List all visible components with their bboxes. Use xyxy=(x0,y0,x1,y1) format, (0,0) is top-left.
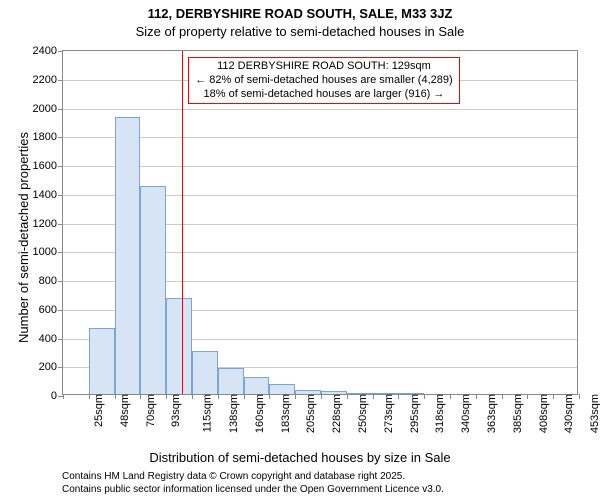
xtick-mark xyxy=(424,394,425,399)
ytick-label: 2400 xyxy=(33,45,63,57)
xtick-label: 453sqm xyxy=(583,394,600,433)
ytick-label: 400 xyxy=(39,333,63,345)
xtick-label: 205sqm xyxy=(300,394,318,433)
ytick-label: 1800 xyxy=(33,131,63,143)
xtick-mark xyxy=(321,394,322,399)
x-axis-label: Distribution of semi-detached houses by … xyxy=(0,450,600,465)
footer-line-1: Contains HM Land Registry data © Crown c… xyxy=(62,470,444,483)
ytick-label: 2000 xyxy=(33,103,63,115)
xtick-mark xyxy=(244,394,245,399)
xtick-mark xyxy=(218,394,219,399)
xtick-label: 408sqm xyxy=(532,394,550,433)
histogram-bar xyxy=(192,351,218,394)
xtick-label: 430sqm xyxy=(558,394,576,433)
chart-subtitle: Size of property relative to semi-detach… xyxy=(0,24,600,39)
xtick-mark xyxy=(269,394,270,399)
xtick-mark xyxy=(63,394,64,399)
xtick-mark xyxy=(347,394,348,399)
ytick-label: 2200 xyxy=(33,74,63,86)
ytick-label: 1400 xyxy=(33,189,63,201)
histogram-bar xyxy=(89,328,115,394)
plot-area: 0200400600800100012001400160018002000220… xyxy=(62,50,578,395)
ytick-label: 800 xyxy=(39,275,63,287)
histogram-bar xyxy=(269,384,295,394)
ytick-label: 1200 xyxy=(33,218,63,230)
xtick-mark xyxy=(527,394,528,399)
histogram-bar xyxy=(140,186,166,394)
ytick-label: 200 xyxy=(39,361,63,373)
xtick-label: 228sqm xyxy=(325,394,343,433)
xtick-label: 183sqm xyxy=(274,394,292,433)
xtick-mark xyxy=(166,394,167,399)
xtick-label: 115sqm xyxy=(196,394,214,432)
histogram-bar xyxy=(218,368,244,394)
ytick-label: 600 xyxy=(39,304,63,316)
xtick-label: 138sqm xyxy=(222,394,240,433)
chart-title: 112, DERBYSHIRE ROAD SOUTH, SALE, M33 3J… xyxy=(0,6,600,21)
xtick-label: 295sqm xyxy=(403,394,421,433)
ytick-label: 1600 xyxy=(33,160,63,172)
annotation-line-1: 112 DERBYSHIRE ROAD SOUTH: 129sqm xyxy=(195,60,452,74)
histogram-bar xyxy=(166,298,192,394)
xtick-mark xyxy=(295,394,296,399)
gridline-h xyxy=(63,109,577,110)
annotation-line-2: ← 82% of semi-detached houses are smalle… xyxy=(195,74,452,88)
xtick-mark xyxy=(192,394,193,399)
ytick-label: 0 xyxy=(51,390,63,402)
ytick-label: 1000 xyxy=(33,246,63,258)
xtick-mark xyxy=(140,394,141,399)
footer-line-2: Contains public sector information licen… xyxy=(62,483,444,496)
xtick-label: 273sqm xyxy=(377,394,395,433)
xtick-mark xyxy=(373,394,374,399)
marker-line xyxy=(182,51,183,394)
annotation-box: 112 DERBYSHIRE ROAD SOUTH: 129sqm ← 82% … xyxy=(188,57,459,104)
xtick-label: 250sqm xyxy=(351,394,369,433)
xtick-label: 363sqm xyxy=(480,394,498,433)
xtick-mark xyxy=(398,394,399,399)
histogram-bar xyxy=(244,377,270,394)
chart-root: 112, DERBYSHIRE ROAD SOUTH, SALE, M33 3J… xyxy=(0,0,600,500)
chart-footer: Contains HM Land Registry data © Crown c… xyxy=(62,470,444,496)
xtick-label: 318sqm xyxy=(429,394,447,433)
xtick-mark xyxy=(579,394,580,399)
xtick-mark xyxy=(502,394,503,399)
histogram-bar xyxy=(115,117,141,394)
xtick-mark xyxy=(115,394,116,399)
y-axis-label: Number of semi-detached properties xyxy=(16,132,31,343)
xtick-label: 340sqm xyxy=(454,394,472,433)
xtick-mark xyxy=(89,394,90,399)
xtick-label: 160sqm xyxy=(248,394,266,433)
xtick-label: 385sqm xyxy=(506,394,524,433)
xtick-mark xyxy=(553,394,554,399)
xtick-mark xyxy=(476,394,477,399)
annotation-line-3: 18% of semi-detached houses are larger (… xyxy=(195,88,452,102)
xtick-mark xyxy=(450,394,451,399)
